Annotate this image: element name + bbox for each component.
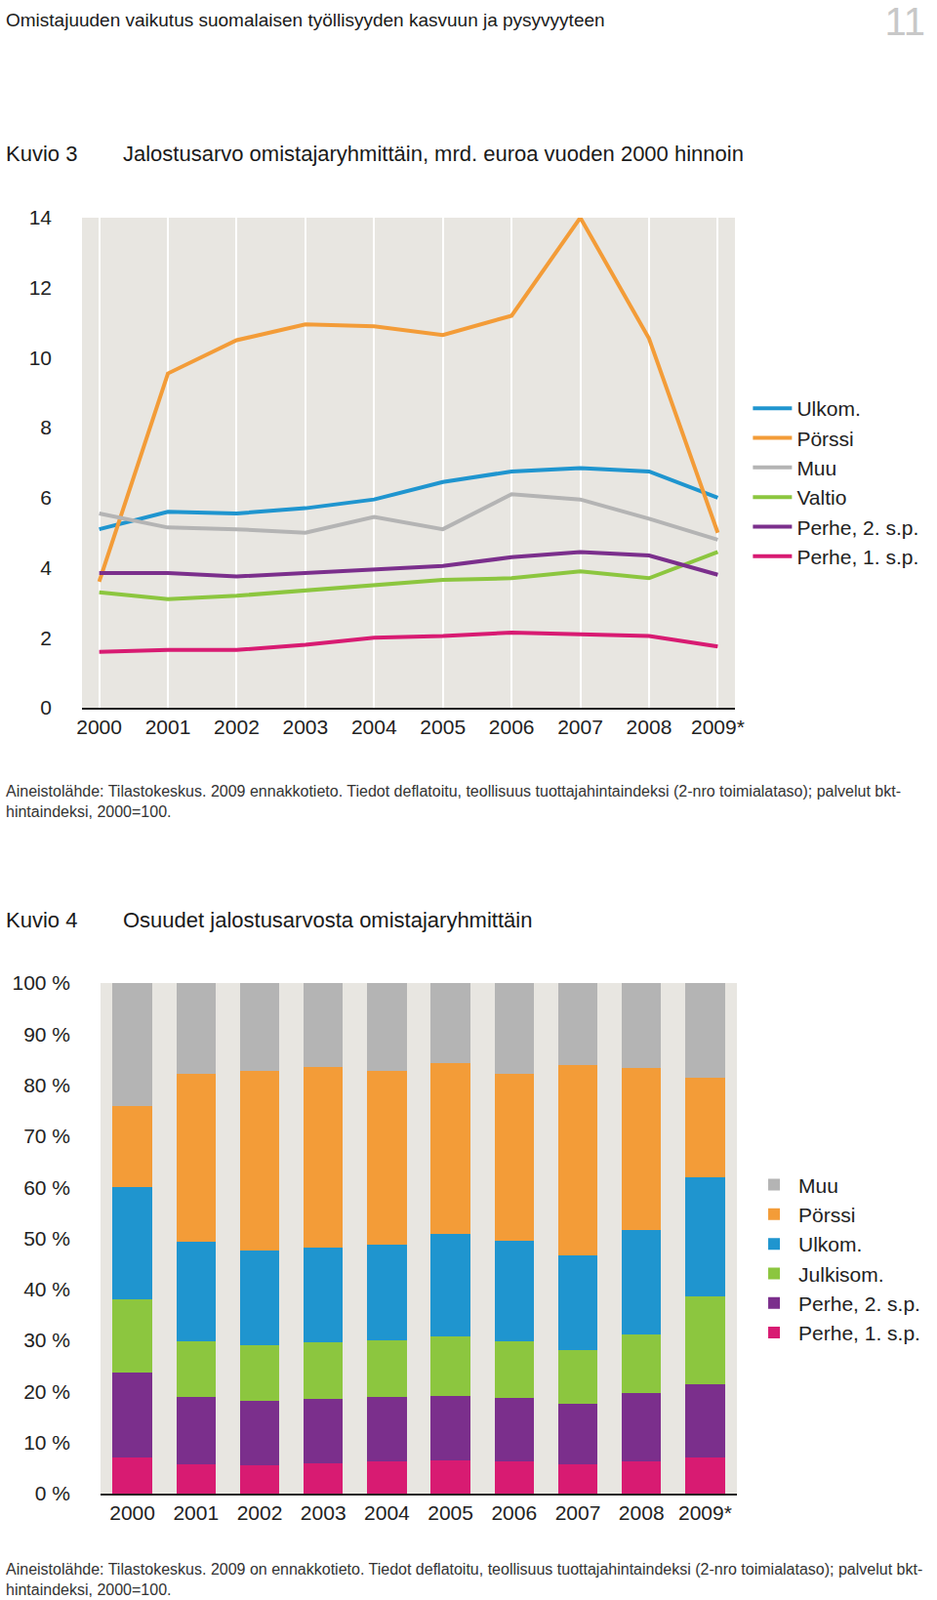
svg-text:2005: 2005	[419, 715, 466, 738]
html-text:Kuvio 4: Kuvio 4	[5, 907, 78, 933]
svg-text:Ulkom.: Ulkom.	[796, 397, 860, 420]
svg-text:Muu: Muu	[796, 456, 837, 480]
svg-text:2007: 2007	[557, 715, 604, 738]
svg-text:2008: 2008	[626, 715, 673, 738]
svg-text:0 %: 0 %	[35, 1481, 71, 1505]
html-text:Aineistolähde: Tilastokeskus.: Aineistolähde: Tilastokeskus. 2009 ennak…	[5, 782, 901, 820]
svg-text:2005: 2005	[427, 1501, 474, 1524]
svg-text:2009*: 2009*	[678, 1501, 733, 1524]
svg-text:12: 12	[29, 276, 52, 299]
html-text:11: 11	[884, 0, 926, 43]
svg-text:Perhe, 1. s.p.: Perhe, 1. s.p.	[796, 545, 919, 569]
svg-text:Perhe, 1. s.p.: Perhe, 1. s.p.	[798, 1321, 921, 1345]
svg-text:80 %: 80 %	[23, 1073, 71, 1097]
svg-text:Ulkom.: Ulkom.	[798, 1232, 862, 1256]
svg-text:2000: 2000	[109, 1501, 156, 1524]
svg-text:4: 4	[40, 556, 52, 579]
svg-text:2009*: 2009*	[691, 715, 745, 738]
svg-text:2008: 2008	[618, 1501, 665, 1524]
svg-text:Perhe, 2. s.p.: Perhe, 2. s.p.	[796, 516, 919, 539]
svg-text:Pörssi: Pörssi	[798, 1203, 856, 1226]
svg-text:2000: 2000	[76, 715, 123, 738]
svg-text:2007: 2007	[555, 1501, 602, 1524]
svg-text:Pörssi: Pörssi	[796, 427, 854, 450]
svg-text:2004: 2004	[351, 715, 398, 738]
svg-text:2003: 2003	[283, 715, 329, 738]
html-text:Kuvio 3: Kuvio 3	[5, 141, 78, 166]
svg-text:10: 10	[29, 346, 52, 369]
svg-text:30 %: 30 %	[23, 1328, 71, 1351]
svg-text:0: 0	[40, 695, 52, 719]
svg-text:2004: 2004	[364, 1501, 410, 1524]
svg-text:2002: 2002	[237, 1501, 284, 1524]
svg-text:2: 2	[40, 626, 52, 650]
svg-text:Perhe, 2. s.p.: Perhe, 2. s.p.	[798, 1292, 921, 1315]
svg-text:50 %: 50 %	[23, 1226, 71, 1250]
html-text:Jalostusarvo omistajaryhmittäi: Jalostusarvo omistajaryhmittäin, mrd. eu…	[122, 141, 744, 166]
svg-text:60 %: 60 %	[23, 1176, 71, 1199]
svg-text:40 %: 40 %	[23, 1277, 71, 1301]
svg-text:2006: 2006	[488, 715, 535, 738]
svg-text:100 %: 100 %	[11, 971, 71, 994]
svg-text:Valtio: Valtio	[796, 486, 847, 509]
svg-text:6: 6	[40, 486, 52, 509]
svg-text:2002: 2002	[213, 715, 260, 738]
svg-text:2001: 2001	[172, 1501, 219, 1524]
svg-text:8: 8	[40, 415, 52, 439]
svg-text:2003: 2003	[300, 1501, 347, 1524]
svg-text:20 %: 20 %	[23, 1380, 71, 1403]
html-text:Aineistolähde: Tilastokeskus.: Aineistolähde: Tilastokeskus. 2009 on en…	[5, 1560, 923, 1598]
svg-text:2001: 2001	[145, 715, 192, 738]
svg-text:70 %: 70 %	[23, 1124, 71, 1147]
svg-text:Julkisom.: Julkisom.	[798, 1262, 885, 1286]
svg-text:90 %: 90 %	[23, 1022, 71, 1046]
html-text:Omistajuuden vaikutus suomalai: Omistajuuden vaikutus suomalaisen työlli…	[5, 9, 605, 31]
svg-text:14: 14	[29, 205, 53, 229]
svg-text:Muu: Muu	[798, 1174, 839, 1197]
html-text:Osuudet jalostusarvosta omista: Osuudet jalostusarvosta omistajaryhmittä…	[122, 907, 533, 933]
svg-text:2006: 2006	[490, 1501, 537, 1524]
svg-text:10 %: 10 %	[23, 1430, 71, 1454]
